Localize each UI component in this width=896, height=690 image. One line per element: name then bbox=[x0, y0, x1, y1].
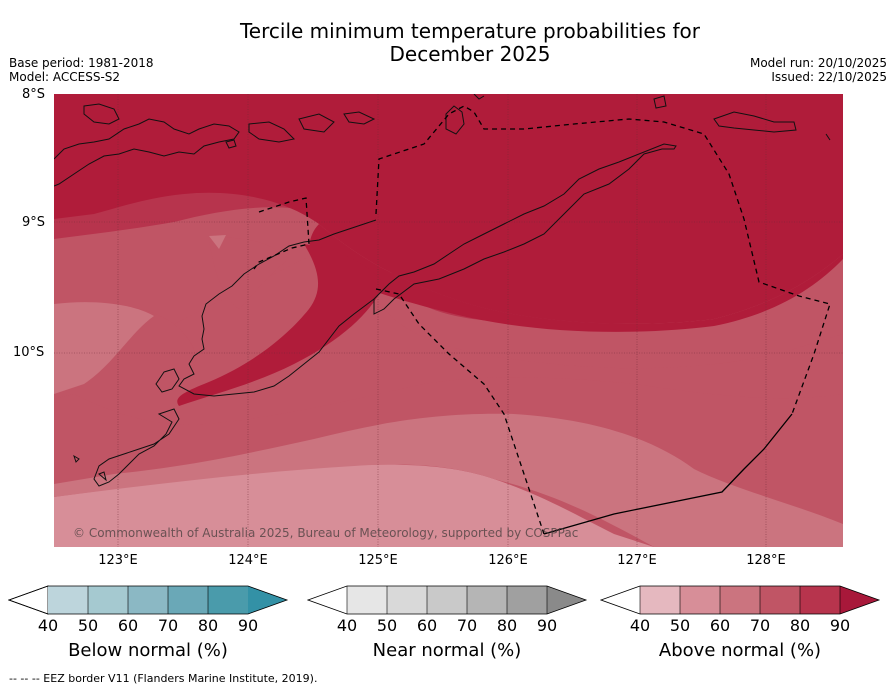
colorbar-below-seg-70 bbox=[168, 586, 208, 614]
probability-map bbox=[54, 94, 843, 547]
lon-label-125e: 125°E bbox=[358, 553, 398, 568]
lon-label-126e: 126°E bbox=[488, 553, 528, 568]
below-tick-70: 70 bbox=[157, 616, 179, 635]
below-tick-60: 60 bbox=[117, 616, 139, 635]
lon-label-123e: 123°E bbox=[98, 553, 138, 568]
near-tick-40: 40 bbox=[336, 616, 358, 635]
copyright-notice: © Commonwealth of Australia 2025, Bureau… bbox=[73, 526, 579, 540]
model-name: Model: ACCESS-S2 bbox=[9, 70, 121, 84]
colorbar-above-seg-50 bbox=[680, 586, 720, 614]
band-60 bbox=[54, 413, 843, 547]
eez-legend-note: -- -- -- EEZ border V11 (Flanders Marine… bbox=[9, 672, 318, 685]
colorbar-below-seg-40 bbox=[48, 586, 88, 614]
colorbar-near-high-end bbox=[547, 586, 586, 614]
colorbar-below-seg-50 bbox=[88, 586, 128, 614]
near-tick-70: 70 bbox=[456, 616, 478, 635]
colorbar-near-seg-50 bbox=[387, 586, 427, 614]
lat-label-9s: 9°S bbox=[22, 215, 46, 230]
colorbar-above-normal bbox=[600, 585, 881, 615]
colorbar-below-high-end bbox=[248, 586, 287, 614]
near-tick-60: 60 bbox=[416, 616, 438, 635]
colorbar-above-seg-40 bbox=[640, 586, 680, 614]
lon-label-124e: 124°E bbox=[228, 553, 268, 568]
near-tick-90: 90 bbox=[536, 616, 558, 635]
band-90-timor bbox=[177, 244, 384, 406]
below-tick-80: 80 bbox=[197, 616, 219, 635]
colorbar-near-seg-60 bbox=[427, 586, 467, 614]
meta-left: Base period: 1981-2018 Model: ACCESS-S2 bbox=[9, 56, 154, 84]
above-tick-40: 40 bbox=[629, 616, 651, 635]
below-tick-50: 50 bbox=[77, 616, 99, 635]
above-tick-90: 90 bbox=[829, 616, 851, 635]
base-period: Base period: 1981-2018 bbox=[9, 56, 154, 70]
above-tick-80: 80 bbox=[789, 616, 811, 635]
eez-border-solid bbox=[543, 413, 793, 535]
colorbar-below-low-end bbox=[8, 585, 49, 615]
lon-label-127e: 127°E bbox=[617, 553, 657, 568]
map-title: Tercile minimum temperature probabilitie… bbox=[120, 20, 820, 66]
title-line-2: December 2025 bbox=[389, 42, 551, 66]
colorbar-near-seg-80 bbox=[507, 586, 547, 614]
colorbar-above-seg-80 bbox=[800, 586, 840, 614]
colorbar-below-seg-80 bbox=[208, 586, 248, 614]
band-60-patch bbox=[209, 235, 226, 249]
colorbar-below-normal bbox=[8, 585, 289, 615]
colorbar-below-seg-60 bbox=[128, 586, 168, 614]
meta-right: Model run: 20/10/2025 Issued: 22/10/2025 bbox=[750, 56, 887, 84]
band-90-east bbox=[309, 224, 843, 332]
above-tick-70: 70 bbox=[749, 616, 771, 635]
lat-label-10s: 10°S bbox=[13, 345, 45, 360]
near-tick-80: 80 bbox=[496, 616, 518, 635]
below-tick-90: 90 bbox=[237, 616, 259, 635]
colorbar-above-seg-70 bbox=[760, 586, 800, 614]
coastlines bbox=[54, 94, 831, 487]
near-tick-50: 50 bbox=[376, 616, 398, 635]
band-70-middle bbox=[74, 254, 843, 425]
band-70-patch bbox=[209, 237, 289, 309]
below-normal-title: Below normal (%) bbox=[68, 640, 228, 661]
colorbar-near-low-end bbox=[308, 586, 347, 614]
colorbar-above-seg-60 bbox=[720, 586, 760, 614]
colorbar-near-normal bbox=[307, 585, 588, 615]
colorbar-near-seg-70 bbox=[467, 586, 507, 614]
above-tick-50: 50 bbox=[669, 616, 691, 635]
above-tick-60: 60 bbox=[709, 616, 731, 635]
lon-label-128e: 128°E bbox=[746, 553, 786, 568]
above-normal-title: Above normal (%) bbox=[658, 640, 822, 661]
colorbar-near-seg-40 bbox=[347, 586, 387, 614]
model-run: Model run: 20/10/2025 bbox=[749, 56, 887, 70]
lat-label-8s: 8°S bbox=[22, 87, 46, 102]
below-tick-40: 40 bbox=[37, 616, 59, 635]
band-50 bbox=[54, 464, 654, 547]
eez-border bbox=[253, 105, 831, 535]
band-60-west bbox=[54, 302, 154, 394]
title-line-1: Tercile minimum temperature probabilitie… bbox=[239, 19, 701, 43]
near-normal-title: Near normal (%) bbox=[372, 640, 522, 661]
gridlines bbox=[54, 94, 843, 547]
issued-date: Issued: 22/10/2025 bbox=[771, 70, 887, 84]
colorbar-above-high-end bbox=[840, 586, 879, 614]
colorbar-above-low-end bbox=[601, 586, 640, 614]
